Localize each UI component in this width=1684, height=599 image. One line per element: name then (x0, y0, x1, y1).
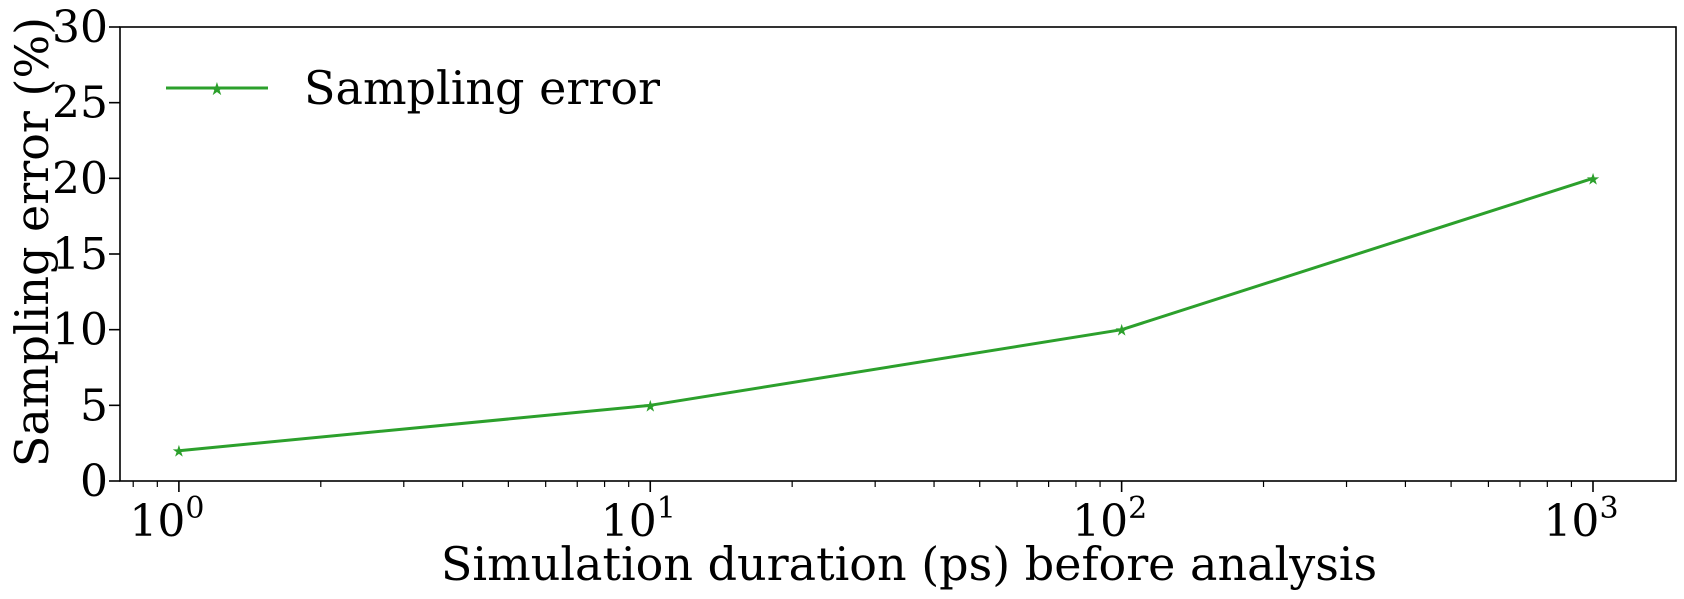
legend-label-sampling-error: Sampling error (304, 61, 660, 115)
y-tick-label: 10 (52, 305, 108, 356)
y-tick-label: 5 (80, 380, 108, 431)
y-tick-label: 25 (52, 78, 108, 129)
data-point-star: ★ (643, 396, 657, 415)
x-tick-label: 100 (129, 491, 204, 547)
x-tick-label: 101 (601, 491, 676, 547)
data-point-star: ★ (1114, 321, 1128, 340)
y-tick-label: 0 (80, 456, 108, 507)
legend-marker-star: ★ (209, 79, 225, 100)
minor-ticks (132, 481, 1573, 487)
x-axis-label: Simulation duration (ps) before analysis (441, 537, 1377, 591)
plot-frame (119, 26, 1677, 482)
x-tick-label: 103 (1543, 491, 1618, 547)
series-layer: ★ ★ ★ ★ (172, 169, 1600, 460)
y-tick-label: 15 (52, 229, 108, 280)
data-point-star: ★ (1586, 169, 1600, 188)
y-tick-label: 20 (52, 153, 108, 204)
x-tick-label: 102 (1072, 491, 1147, 547)
major-ticks: 100 101 102 103 0 5 10 15 20 25 30 (52, 2, 1619, 547)
y-axis-label: Sampling error (%) (5, 17, 59, 467)
y-tick-label: 30 (52, 2, 108, 53)
series-line-sampling-error (178, 176, 1594, 453)
data-point-star: ★ (172, 442, 186, 461)
legend: ★ Sampling error (166, 61, 660, 115)
